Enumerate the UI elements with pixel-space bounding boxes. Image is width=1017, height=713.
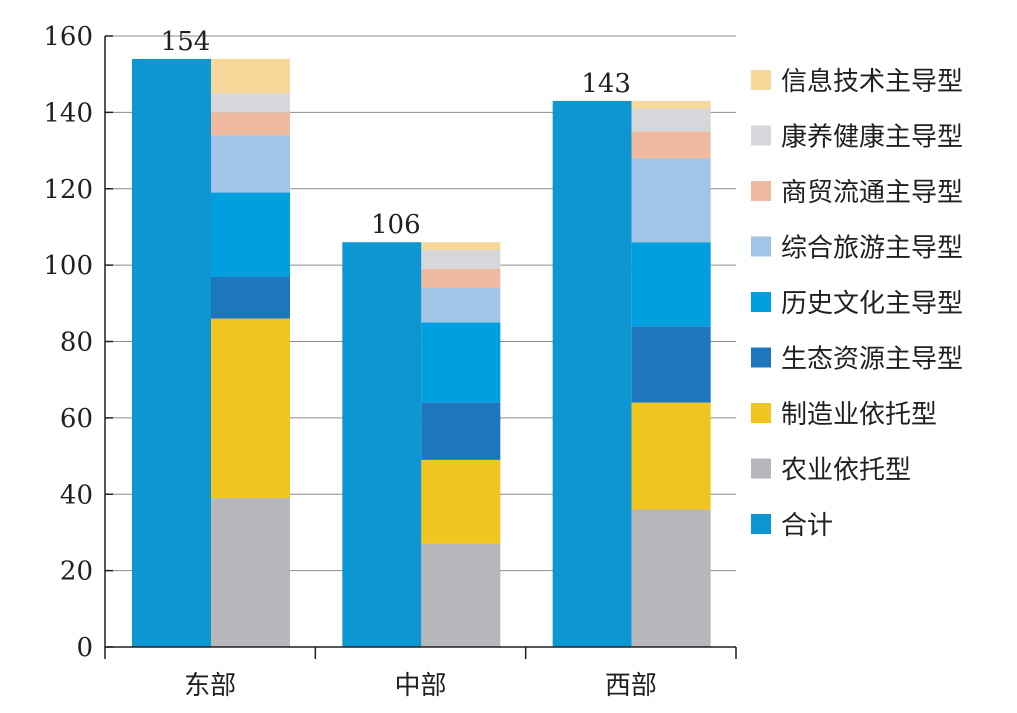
legend-label: 农业依托型 xyxy=(781,456,911,486)
y-tick-label: 0 xyxy=(76,633,93,663)
legend-label: 生态资源主导型 xyxy=(781,345,963,375)
y-tick-label: 20 xyxy=(60,557,93,587)
bar-segment xyxy=(211,318,290,499)
bar-segment xyxy=(421,402,501,460)
legend-label: 合计 xyxy=(781,511,833,541)
legend-swatch xyxy=(751,236,771,257)
bar-segment xyxy=(421,249,501,269)
bar-segment xyxy=(421,459,501,544)
bar-segment xyxy=(631,158,711,243)
data-label-total: 143 xyxy=(581,69,631,99)
y-tick-label: 80 xyxy=(60,328,93,358)
y-tick-label: 60 xyxy=(60,404,93,434)
bar-segment xyxy=(211,276,290,319)
legend-label: 综合旅游主导型 xyxy=(781,234,963,264)
bar-segment xyxy=(631,509,711,647)
legend-swatch xyxy=(751,347,771,368)
bar-segment xyxy=(631,108,711,132)
y-tick-label: 40 xyxy=(60,480,93,510)
y-tick-label: 100 xyxy=(43,251,93,281)
bar-segment xyxy=(631,326,711,403)
y-tick-label: 160 xyxy=(43,22,93,52)
bars xyxy=(132,58,711,648)
legend-label: 信息技术主导型 xyxy=(781,67,963,97)
bar-segment xyxy=(421,268,501,289)
bar-segment xyxy=(211,135,290,193)
bar-segment xyxy=(211,58,290,94)
bar-segment xyxy=(421,242,501,250)
legend-swatch xyxy=(751,125,771,146)
legend-swatch xyxy=(751,514,771,534)
x-category-label: 中部 xyxy=(394,671,446,701)
bar-total xyxy=(132,58,211,648)
bar-segment xyxy=(631,242,711,327)
bar-segment xyxy=(211,498,290,647)
legend-swatch xyxy=(751,292,771,312)
legend-swatch xyxy=(751,403,771,423)
bar-segment xyxy=(211,93,290,113)
legend: 信息技术主导型康养健康主导型商贸流通主导型综合旅游主导型历史文化主导型生态资源主… xyxy=(751,67,963,541)
bar-segment xyxy=(211,192,290,277)
legend-label: 商贸流通主导型 xyxy=(781,178,963,208)
legend-swatch xyxy=(751,181,771,201)
y-tick-label: 120 xyxy=(43,175,93,205)
bar-segment xyxy=(421,322,501,403)
bar-segment xyxy=(421,543,501,647)
bar-segment xyxy=(631,100,711,109)
bar-total xyxy=(342,242,422,647)
y-tick-label: 140 xyxy=(43,98,93,128)
bar-segment xyxy=(211,112,290,136)
data-label-total: 154 xyxy=(161,27,211,57)
legend-label: 制造业依托型 xyxy=(781,400,937,430)
x-category-label: 西部 xyxy=(605,671,657,701)
x-category-label: 东部 xyxy=(184,671,236,701)
data-labels: 154 106 143 xyxy=(161,27,631,240)
data-label-total: 106 xyxy=(371,210,421,240)
legend-swatch xyxy=(751,70,771,90)
legend-label: 康养健康主导型 xyxy=(781,123,963,153)
bar-segment xyxy=(421,288,501,323)
legend-label: 历史文化主导型 xyxy=(781,289,963,319)
legend-swatch xyxy=(751,458,771,479)
bar-segment xyxy=(631,131,711,159)
axes: 0 20 40 60 80 100 120 140 160 东部 中部 西部 xyxy=(43,22,737,701)
bar-total xyxy=(552,100,632,647)
bar-segment xyxy=(631,402,711,510)
